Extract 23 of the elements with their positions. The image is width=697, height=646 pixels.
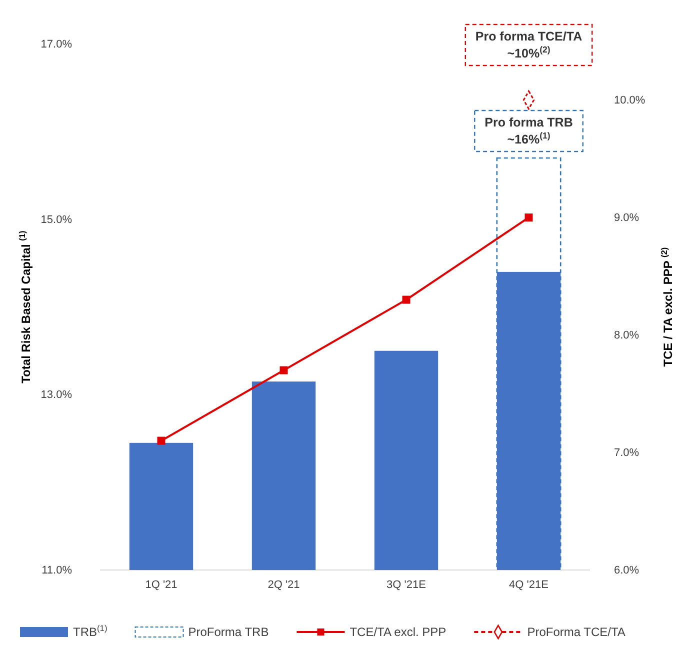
point — [157, 436, 166, 445]
annotation: Pro forma TRB ~16%$^{(1)}$ — [484, 116, 573, 146]
point — [402, 296, 410, 304]
legend-label: TRB$^{(1)}$ — [73, 623, 108, 639]
y-tick-label: 13.0% — [40, 389, 72, 402]
x-tick-label: 4Q '21E — [509, 578, 548, 591]
point — [280, 366, 288, 374]
point — [524, 214, 533, 222]
legend-label: ProForma TRB — [188, 625, 269, 639]
legend-label: TCE/TA excl. PPP — [350, 625, 446, 639]
y2-tick-label: 9.0% — [614, 212, 640, 224]
y-tick-label: 17.0% — [40, 38, 72, 51]
y2-tick-label: 10.0% — [614, 94, 646, 107]
x-tick-label: 1Q '21 — [145, 578, 178, 591]
y-tick-label: 15.0% — [40, 214, 72, 226]
y2-tick-label: 6.0% — [614, 564, 640, 577]
legend-label: ProForma TCE/TA — [527, 625, 626, 639]
y-tick-label: 11.0% — [42, 564, 72, 577]
annotation: Pro forma TCE/TA ~10%$^{(2)}$ — [475, 30, 582, 60]
y2-tick-label: 8.0% — [614, 330, 640, 342]
y2-tick-label: 7.0% — [614, 447, 640, 460]
x-tick-label: 3Q '21E — [386, 578, 426, 591]
x-tick-label: 2Q '21 — [268, 578, 300, 591]
